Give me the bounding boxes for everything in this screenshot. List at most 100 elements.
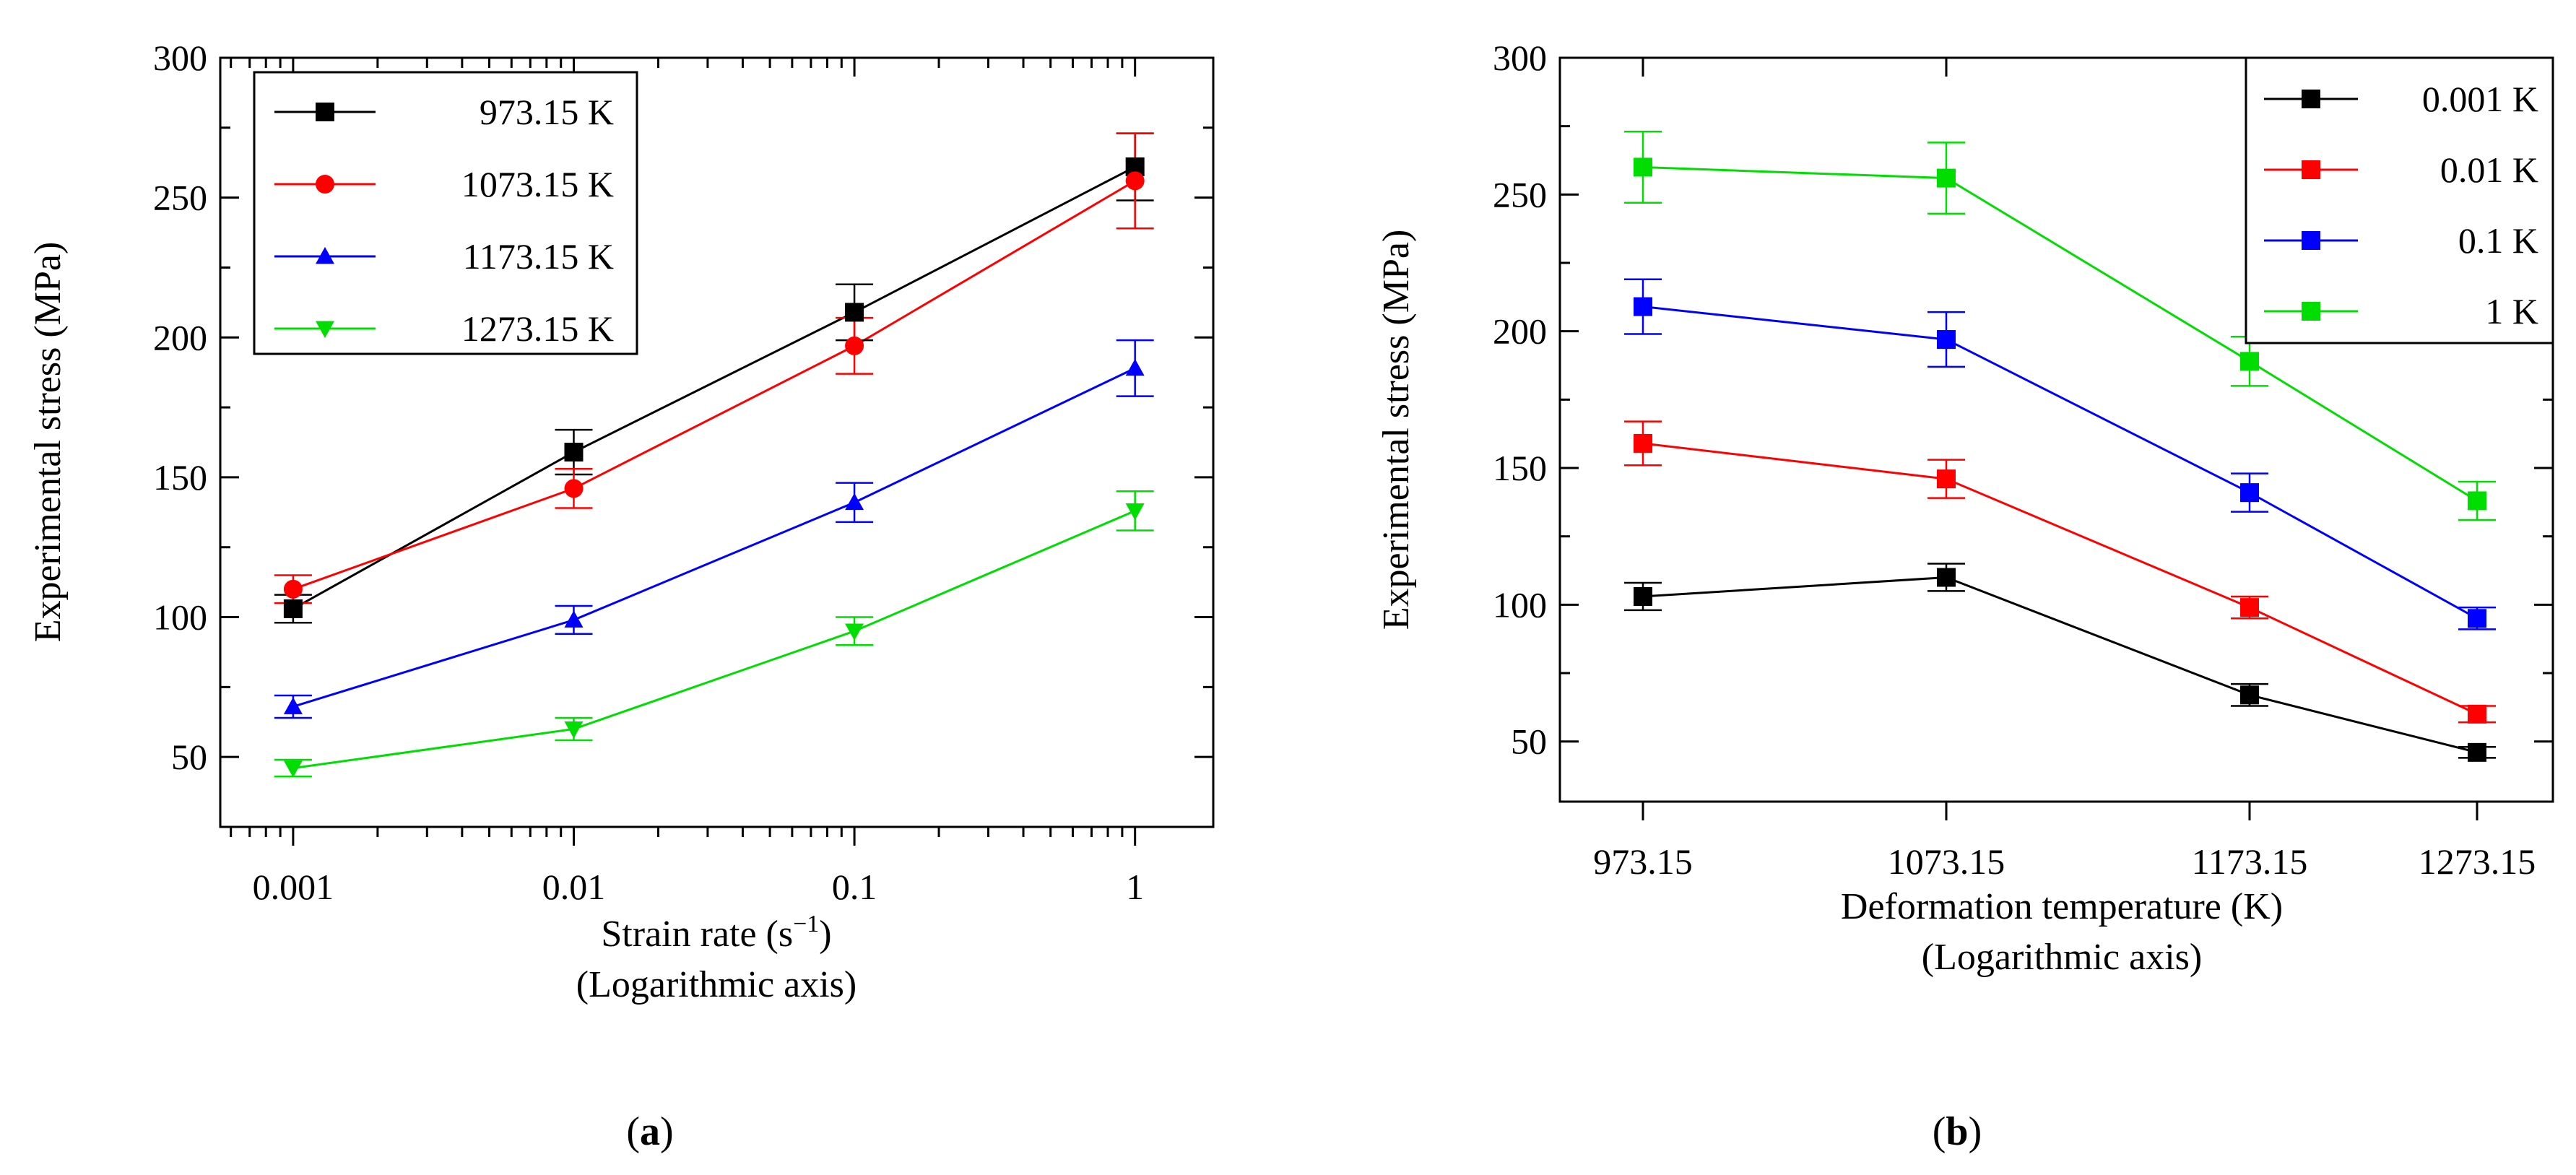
panel-b-x-tick-labels: 973.15 1073.15 1173.15 1273.15 [1593,841,2536,882]
panel-a-x-axis-title-text: Strain rate (s [601,914,793,955]
y-tick-label: 300 [153,38,207,78]
legend-label-0: 0.001 K [2422,79,2538,119]
panel-a-error-bars [274,132,1154,778]
series-line-2 [1642,305,2478,620]
y-tick-label: 250 [153,178,207,218]
panel-b-caption: (b) [1933,1109,1982,1154]
y-tick-label: 200 [153,317,207,357]
x-tick-label: 973.15 [1593,841,1693,882]
legend-label-3: 1 K [2485,291,2538,331]
data-point [2468,742,2486,762]
panel-b-chart: 50 100 150 200 250 300 973.15 1073.15 1173.15 12… [1376,38,2554,1154]
data-point [1937,168,1956,188]
data-point [2468,704,2486,724]
y-tick-label: 100 [153,597,207,638]
series-line-3 [1642,165,2478,502]
data-point [845,336,864,355]
data-point [2240,598,2259,617]
data-point [1125,171,1145,191]
panel-a-ticks [220,56,1213,846]
data-point [845,623,864,641]
data-point [564,443,584,462]
legend-label-1: 0.01 K [2440,149,2538,190]
panel-a-chart: 50 100 150 200 250 300 0.001 0.01 0.1 1 Experime… [27,38,1215,1154]
x-tick-label: 0.1 [832,867,877,907]
data-point [283,760,303,778]
data-point [564,721,584,739]
panel-b-legend-box [2245,56,2554,344]
series-line-1 [292,180,1136,591]
panel-a-x-axis-title-exponent: −1 [793,911,819,937]
x-tick-label: 1073.15 [1888,841,2005,882]
series-line-0 [292,165,1136,610]
legend-marker-3 [316,321,334,338]
legend-marker-1 [2302,160,2320,179]
series-line-3 [292,510,1136,770]
panel-a-y-axis-title: Experimental stress (MPa) [27,242,69,643]
data-point [1125,503,1145,521]
panel-b-y-tick-labels: 50 100 150 200 250 300 [1493,38,1547,762]
panel-b-x-axis-title: Deformation temperature (K) [1841,886,2283,927]
panel-b-markers [1634,157,2486,762]
data-point [1634,297,1652,316]
panel-a-x-axis-note: (Logarithmic axis) [576,964,857,1005]
data-point [283,697,303,714]
data-point [1634,157,1652,177]
y-tick-label: 100 [1493,584,1547,625]
legend-label-0: 973.15 K [480,92,614,132]
panel-a-caption-close: ) [660,1109,674,1154]
panel-a-series-lines [292,165,1136,770]
data-point [564,610,584,628]
y-tick-label: 300 [1493,38,1547,78]
panel-b-series-lines [1642,165,2478,754]
legend-marker-1 [316,175,334,194]
legend-label-1: 1073.15 K [461,164,614,204]
data-point [1937,469,1956,489]
panel-b-y-axis-title: Experimental stress (MPa) [1376,230,1417,630]
panel-a-legend: 973.15 K 1073.15 K 1173.15 K 1273.15 K [274,92,614,349]
panel-b-x-axis-note: (Logarithmic axis) [1922,937,2202,978]
data-point [1125,358,1145,376]
legend-label-2: 1173.15 K [463,236,614,277]
panel-a-caption: (a) [626,1109,673,1154]
data-point [564,479,584,498]
data-point [283,599,303,618]
x-tick-label: 1 [1126,867,1144,907]
data-point [2240,685,2259,705]
legend-marker-2 [2302,231,2320,250]
series-line-0 [1642,576,2478,754]
legend-marker-2 [316,247,334,264]
legend-marker-0 [2302,90,2320,108]
panel-a-caption-open: ( [626,1109,640,1154]
data-point [845,303,864,322]
data-point [2240,483,2259,503]
y-tick-label: 150 [153,457,207,498]
data-point [2468,491,2486,511]
x-tick-label: 0.01 [542,867,606,907]
panel-b-caption-letter: b [1946,1109,1968,1154]
x-tick-label: 1173.15 [2192,841,2308,882]
y-tick-label: 50 [1511,721,1547,762]
data-point [1634,586,1652,606]
legend-marker-0 [316,103,334,121]
x-tick-label: 0.001 [253,867,334,907]
y-tick-label: 50 [171,737,207,777]
legend-marker-3 [2302,302,2320,321]
data-point [2468,609,2486,628]
series-line-1 [1642,442,2478,716]
panel-a-x-tick-labels: 0.001 0.01 0.1 1 [253,867,1145,907]
y-tick-label: 250 [1493,174,1547,214]
data-point [1937,568,1956,587]
data-point [1634,433,1652,453]
data-point [2240,352,2259,371]
data-point [283,579,303,599]
y-tick-label: 150 [1493,448,1547,488]
panel-a-x-axis-title: Strain rate (s−1) [601,911,831,955]
panel-a-x-axis-title-close: ) [819,914,831,955]
panel-b-caption-close: ) [1969,1109,1982,1154]
legend-label-2: 0.1 K [2458,220,2538,261]
panel-a-caption-letter: a [640,1109,660,1154]
panel-b-legend: 0.001 K 0.01 K 0.1 K 1 K [2264,79,2538,331]
data-point [845,493,864,511]
legend-label-3: 1273.15 K [461,308,614,349]
